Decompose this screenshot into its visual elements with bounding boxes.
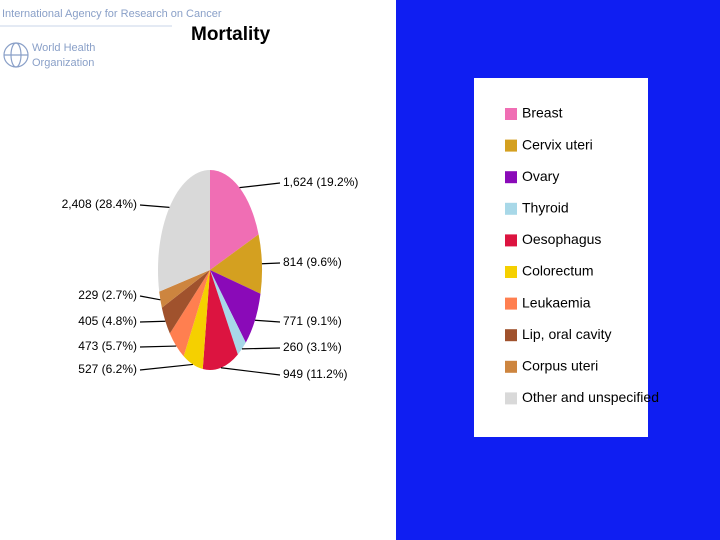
pie-slice [161, 270, 210, 334]
data-label: 2,408 (28.4%) [62, 197, 137, 211]
legend-swatch [505, 139, 517, 152]
legend-label: Colorectum [522, 263, 594, 279]
pie-slice [183, 270, 210, 370]
data-label: 949 (11.2%) [283, 367, 347, 381]
data-label: 473 (5.7%) [78, 339, 137, 353]
leader-line [254, 319, 281, 323]
agency-name: International Agency for Research on Can… [2, 8, 222, 20]
pie-slice [158, 170, 210, 292]
leader-line [139, 204, 170, 208]
who-logo [3, 42, 29, 68]
who-name: World Health [32, 42, 95, 54]
legend-swatch [505, 360, 517, 373]
data-label: 405 (4.8%) [78, 314, 137, 328]
legend-swatch [505, 266, 517, 278]
legend-swatch [505, 108, 517, 120]
leader-line [239, 182, 281, 189]
leader-line [139, 363, 193, 371]
legend-label: Oesophagus [522, 231, 601, 247]
pie-slice [210, 170, 259, 270]
leader-line [139, 345, 177, 348]
legend-label: Corpus uteri [522, 358, 598, 374]
leader-line [241, 347, 281, 350]
pie-slice [210, 270, 246, 355]
legend-label: Lip, oral cavity [522, 326, 611, 342]
legend-swatch [505, 329, 517, 342]
pie-slice [159, 270, 210, 308]
legend-swatch [505, 171, 517, 184]
legend-swatch [505, 297, 517, 310]
legend-label: Other and unspecified [522, 389, 659, 405]
pie-slice [210, 234, 262, 294]
leader-line [139, 295, 161, 301]
legend-label: Thyroid [522, 200, 569, 216]
data-label: 260 (3.1%) [283, 340, 342, 354]
legend-swatch [505, 234, 517, 247]
chart-title: Mortality [191, 24, 271, 45]
legend-box [474, 78, 648, 437]
leader-line [261, 262, 281, 265]
data-label: 229 (2.7%) [78, 288, 137, 302]
legend-label: Cervix uteri [522, 136, 593, 152]
leader-line [220, 367, 281, 376]
legend-label: Ovary [522, 168, 559, 184]
who-name: Organization [32, 57, 94, 69]
data-label: 1,624 (19.2%) [283, 175, 358, 189]
legend-label: Leukaemia [522, 294, 591, 310]
legend-swatch [505, 202, 517, 215]
leader-line [139, 320, 166, 323]
legend-label: Breast [522, 105, 563, 121]
data-label: 771 (9.1%) [283, 314, 342, 328]
legend-swatch [505, 392, 517, 405]
data-label: 814 (9.6%) [283, 255, 342, 269]
pie-slice [210, 270, 261, 343]
pie-slice [169, 270, 210, 357]
data-label: 527 (6.2%) [78, 362, 137, 376]
pie-slice [202, 270, 238, 370]
